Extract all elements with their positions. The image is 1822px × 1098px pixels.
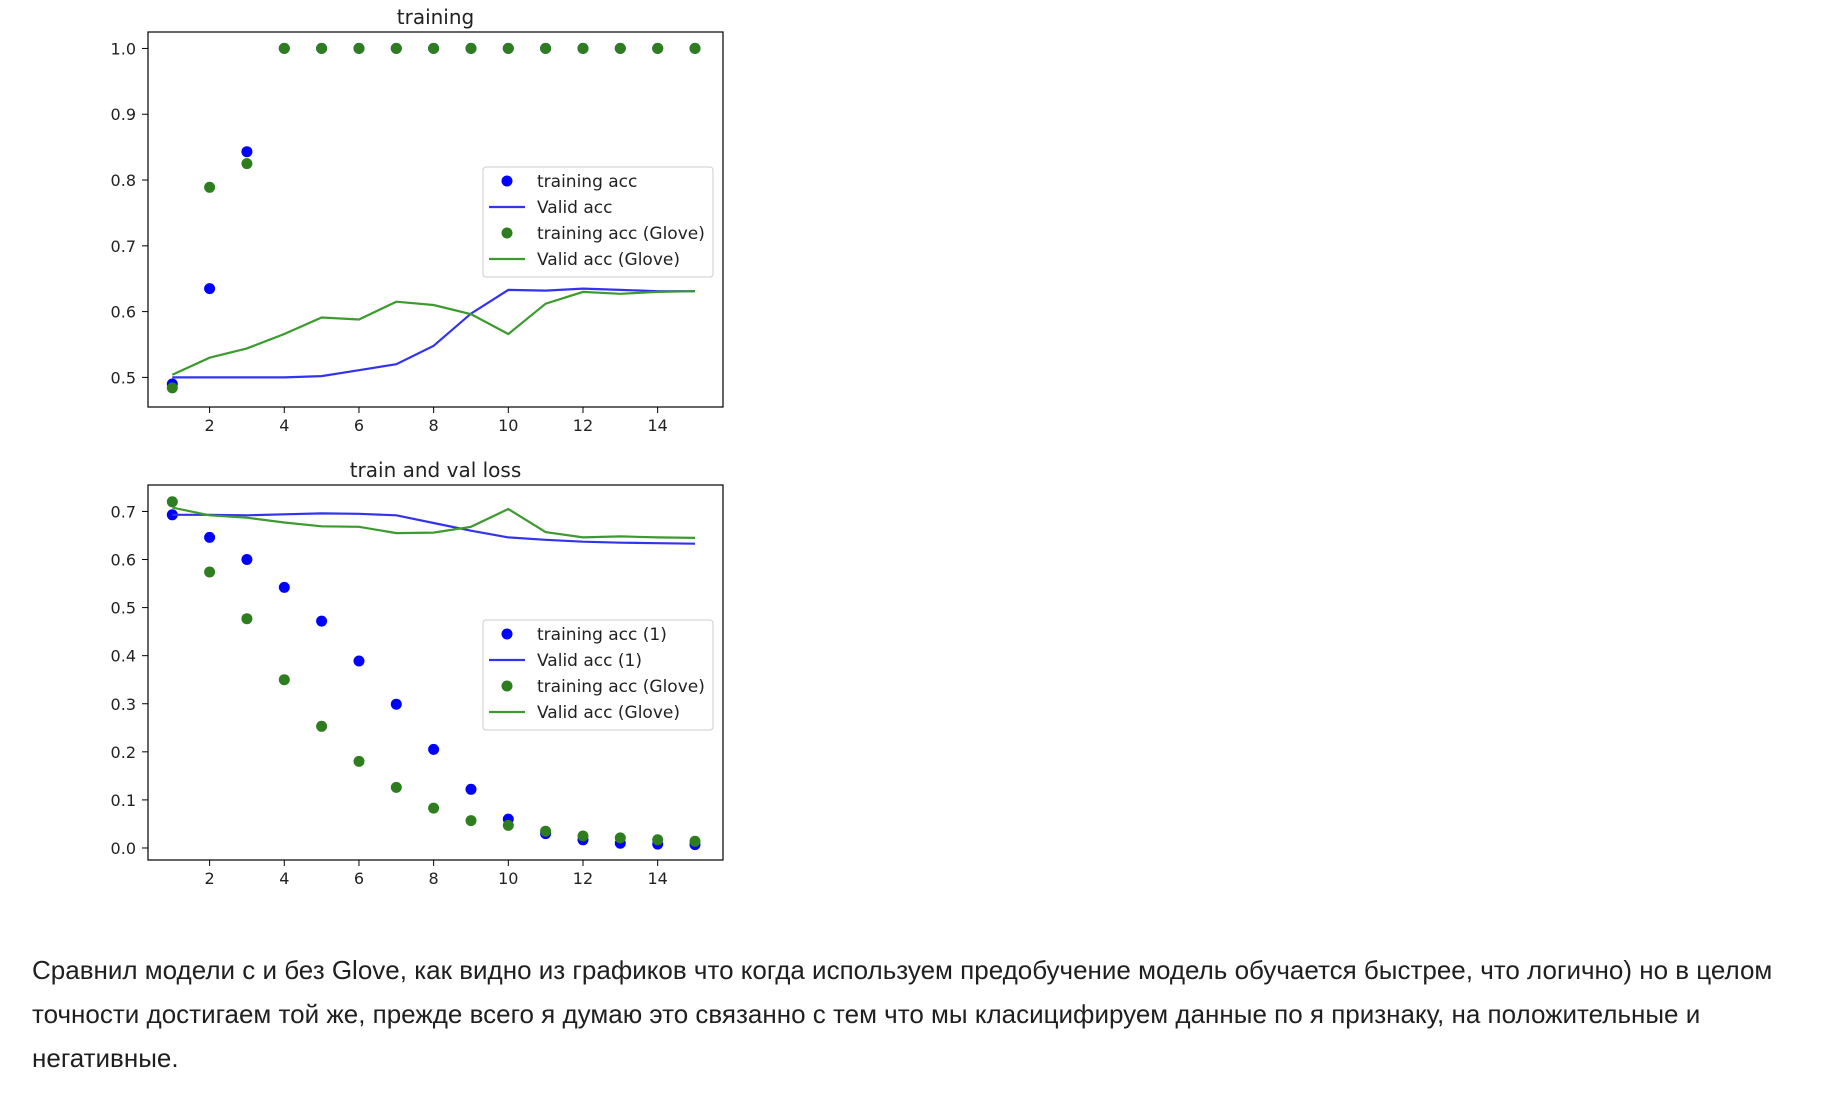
x-tick-label: 6: [354, 869, 364, 888]
data-point: [353, 655, 365, 667]
data-point: [502, 42, 514, 54]
data-point: [428, 743, 440, 755]
data-point: [166, 382, 178, 394]
legend-label: Valid acc: [537, 198, 612, 218]
series-line: [171, 290, 696, 376]
x-tick-label: 14: [647, 869, 667, 888]
data-point: [166, 496, 178, 508]
y-tick-label: 0.2: [111, 743, 136, 762]
data-point: [204, 531, 216, 543]
legend-box: [482, 166, 714, 278]
data-point: [689, 42, 701, 54]
series-line: [172, 506, 696, 539]
data-point: [390, 42, 402, 54]
x-tick-label: 4: [279, 869, 289, 888]
data-point: [204, 283, 216, 295]
comment-paragraph: Сравнил модели с и без Glove, как видно …: [32, 955, 1773, 1073]
y-tick-label: 0.5: [111, 368, 136, 387]
data-point: [353, 755, 365, 767]
plot-frame: [147, 31, 724, 408]
legend-swatch: [501, 680, 513, 692]
data-point: [577, 830, 589, 842]
data-point: [577, 42, 589, 54]
legend-label: training acc (1): [537, 625, 667, 645]
data-point: [428, 42, 440, 54]
y-tick-label: 0.6: [111, 551, 136, 570]
data-point: [540, 825, 552, 837]
data-point: [614, 42, 626, 54]
y-tick-label: 0.8: [111, 171, 136, 190]
chart-title: train and val loss: [350, 458, 522, 482]
y-tick-label: 0.7: [111, 237, 136, 256]
legend-label: training acc (Glove): [537, 224, 705, 244]
data-point: [316, 615, 328, 627]
y-tick-label: 1.0: [111, 39, 136, 58]
y-tick-label: 0.0: [111, 839, 136, 858]
training-chart: training 2 4 6 8 10 12 14 0.5 0.6 0.7 0.8 0.9 1.0 trai…: [111, 5, 724, 435]
y-tick-label: 0.6: [111, 303, 136, 322]
y-tick-label: 0.9: [111, 105, 136, 124]
data-point: [241, 554, 253, 565]
x-tick-label: 6: [354, 416, 364, 435]
data-point: [204, 566, 216, 578]
data-point: [540, 42, 552, 54]
legend-label: Valid acc (1): [537, 651, 642, 671]
x-tick-label: 2: [205, 416, 215, 435]
legend-swatch: [501, 175, 513, 187]
y-tick-label: 0.1: [111, 791, 136, 810]
data-point: [465, 42, 477, 54]
data-point: [428, 802, 440, 814]
legend-swatch: [501, 628, 513, 640]
data-point: [465, 815, 477, 827]
series-line: [172, 512, 696, 545]
x-tick-label: 4: [279, 416, 289, 435]
y-tick-label: 0.3: [111, 695, 136, 714]
data-point: [241, 613, 253, 625]
x-tick-label: 12: [573, 416, 593, 435]
legend-swatch: [501, 227, 513, 239]
figure: training 2 4 6 8 10 12 14 0.5 0.6 0.7 0.8 0.9 1.0 trai…: [111, 5, 724, 888]
data-point: [502, 819, 514, 831]
data-point: [241, 146, 253, 158]
series-line: [172, 287, 695, 379]
data-point: [353, 42, 365, 54]
chart-title: training: [397, 5, 474, 29]
x-tick-label: 14: [647, 416, 667, 435]
legend-label: Valid acc (Glove): [537, 250, 680, 270]
x-tick-label: 12: [573, 869, 593, 888]
data-point: [652, 834, 664, 846]
y-tick-label: 0.5: [111, 599, 136, 618]
data-point: [278, 674, 290, 686]
data-point: [689, 835, 701, 847]
data-point: [278, 42, 290, 54]
data-point: [204, 181, 216, 193]
data-point: [614, 832, 626, 844]
legend-box: [482, 619, 714, 731]
x-tick-label: 8: [429, 416, 439, 435]
y-tick-label: 0.4: [111, 647, 136, 666]
loss-chart: train and val loss 2 4 6 8 10 12 14 0.0 0.1 0.2 0.3…: [111, 458, 724, 888]
x-tick-label: 10: [498, 416, 518, 435]
legend-label: training acc: [537, 172, 637, 192]
data-point: [465, 783, 477, 795]
data-point: [390, 781, 402, 793]
y-tick-label: 0.7: [111, 502, 136, 521]
legend-label: Valid acc (Glove): [537, 703, 680, 723]
data-point: [316, 720, 328, 732]
data-point: [390, 698, 402, 710]
x-tick-label: 2: [205, 869, 215, 888]
plot-frame: [147, 484, 724, 861]
data-point: [278, 581, 290, 593]
legend-label: training acc (Glove): [537, 677, 705, 697]
x-tick-label: 10: [498, 869, 518, 888]
data-point: [652, 42, 664, 54]
data-point: [316, 42, 328, 54]
x-tick-label: 8: [429, 869, 439, 888]
data-point: [241, 158, 253, 170]
